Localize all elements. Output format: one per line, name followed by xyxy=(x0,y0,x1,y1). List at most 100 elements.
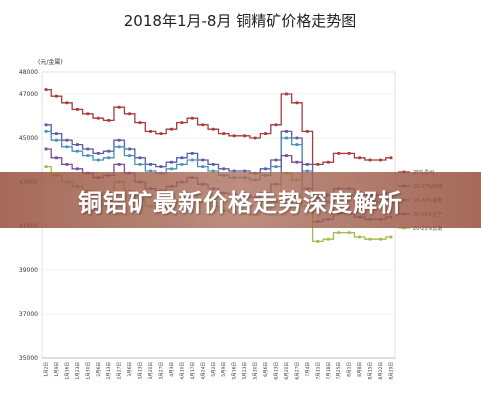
x-tick-label: 3月13日 xyxy=(138,362,144,380)
data-point xyxy=(75,108,79,111)
chart-title: 2018年1月-8月 铜精矿价格走势图 xyxy=(124,12,356,30)
data-point xyxy=(65,138,69,142)
data-point xyxy=(253,136,257,140)
data-point xyxy=(295,136,299,140)
x-tick-label: 8月22日 xyxy=(378,362,384,380)
data-point xyxy=(107,156,111,160)
x-tick-label: 8月29日 xyxy=(389,362,395,380)
data-point xyxy=(379,158,382,162)
data-point xyxy=(264,132,267,135)
data-point xyxy=(295,101,299,105)
data-point xyxy=(379,237,382,241)
data-point xyxy=(117,138,121,142)
data-point xyxy=(55,138,58,142)
data-point xyxy=(44,123,48,127)
data-point xyxy=(368,158,372,162)
data-point xyxy=(368,237,372,241)
data-point xyxy=(55,94,58,98)
data-point xyxy=(44,88,48,91)
x-tick-label: 2月6日 xyxy=(96,362,102,377)
x-tick-label: 4月17日 xyxy=(190,362,196,380)
data-point xyxy=(243,169,247,173)
data-point xyxy=(55,132,58,135)
data-point xyxy=(201,123,205,127)
x-tick-label: 1月16日 xyxy=(64,362,70,380)
y-tick-label: 35000 xyxy=(19,355,38,362)
x-tick-label: 8月8日 xyxy=(357,362,363,377)
x-tick-label: 4月10日 xyxy=(179,362,185,380)
data-point xyxy=(358,156,362,160)
data-point xyxy=(222,167,226,171)
data-point xyxy=(180,156,184,160)
x-tick-label: 5月23日 xyxy=(242,362,248,380)
data-point xyxy=(55,156,58,160)
data-point xyxy=(285,136,288,140)
data-point xyxy=(222,132,226,135)
x-tick-label: 8月1日 xyxy=(347,362,353,377)
x-tick-label: 1月2日 xyxy=(44,362,50,377)
legend-label: 20-25%云南 xyxy=(413,225,442,232)
data-point xyxy=(159,132,163,135)
data-point xyxy=(285,130,288,133)
x-tick-label: 1月30日 xyxy=(85,362,91,380)
data-point xyxy=(159,165,163,168)
banner-text: 铜铝矿最新价格走势深度解析 xyxy=(78,188,403,217)
data-point xyxy=(138,156,142,160)
data-point xyxy=(389,235,393,239)
data-point xyxy=(107,119,111,122)
data-point xyxy=(232,169,236,173)
x-tick-label: 6月27日 xyxy=(294,362,300,380)
data-point xyxy=(211,169,215,173)
y-tick-label: 39000 xyxy=(19,267,38,274)
data-point xyxy=(117,105,121,109)
data-point xyxy=(337,231,341,234)
data-point xyxy=(149,130,152,133)
data-point xyxy=(243,134,247,138)
data-point xyxy=(170,127,173,131)
x-tick-label: 5月9日 xyxy=(221,362,227,377)
x-tick-label: 5月30日 xyxy=(253,362,259,380)
data-point xyxy=(149,169,152,173)
x-tick-label: 4月3日 xyxy=(169,362,175,377)
data-point xyxy=(285,154,288,157)
data-point xyxy=(96,116,100,120)
x-tick-label: 8月15日 xyxy=(368,362,374,380)
x-tick-label: 4月24日 xyxy=(200,362,206,380)
data-point xyxy=(201,165,205,168)
data-point xyxy=(149,163,152,166)
x-tick-label: 3月6日 xyxy=(127,362,133,377)
data-point xyxy=(44,147,48,151)
data-point xyxy=(305,130,309,133)
data-point xyxy=(326,237,330,241)
x-tick-label: 2月13日 xyxy=(106,362,112,380)
data-point xyxy=(285,92,288,96)
data-point xyxy=(128,147,132,151)
x-tick-label: 5月16日 xyxy=(232,362,238,380)
legend-marker xyxy=(402,226,406,230)
data-point xyxy=(44,165,48,168)
data-point xyxy=(274,123,278,127)
data-point xyxy=(107,149,111,153)
data-point xyxy=(75,167,79,171)
x-tick-label: 1月23日 xyxy=(75,362,81,380)
data-point xyxy=(86,147,90,151)
data-point xyxy=(316,163,320,166)
data-point xyxy=(295,160,299,164)
data-point xyxy=(128,112,132,116)
data-point xyxy=(274,165,278,168)
data-point xyxy=(190,158,194,162)
data-point xyxy=(316,240,320,243)
data-point xyxy=(358,235,362,239)
data-point xyxy=(138,163,142,166)
data-point xyxy=(180,121,184,124)
data-point xyxy=(138,121,142,124)
data-point xyxy=(75,143,79,146)
data-point xyxy=(65,101,69,105)
data-point xyxy=(86,112,90,116)
data-point xyxy=(86,154,90,157)
x-tick-label: 6月20日 xyxy=(284,362,290,380)
data-point xyxy=(190,152,194,155)
y-tick-label: 48000 xyxy=(19,69,38,76)
y-tick-label: 37000 xyxy=(19,311,38,318)
data-point xyxy=(190,116,194,120)
